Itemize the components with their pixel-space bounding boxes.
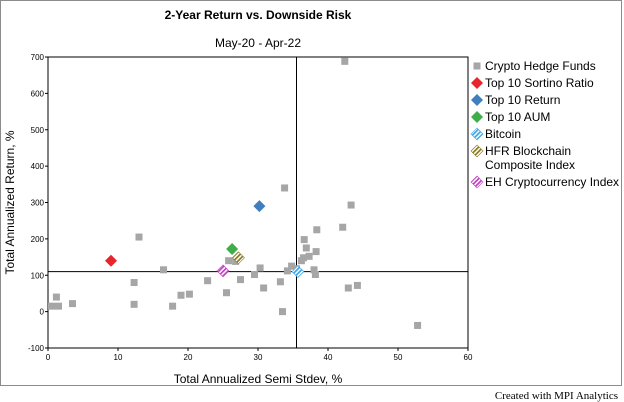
legend-label: Crypto Hedge Funds (485, 59, 596, 73)
data-point (339, 223, 347, 231)
x-tick-label: 60 (464, 353, 473, 362)
legend-marker (471, 111, 483, 123)
legend-label: Top 10 Sortino Ratio (485, 76, 594, 90)
data-point (256, 264, 264, 272)
data-point (279, 308, 286, 316)
data-point (231, 251, 245, 265)
data-point (305, 252, 313, 260)
data-point (291, 265, 305, 279)
y-axis-label: Total Annualized Return, % (3, 130, 17, 274)
data-point (185, 290, 193, 298)
data-point (312, 248, 320, 256)
y-tick-label: 600 (31, 89, 45, 98)
data-point (414, 321, 422, 329)
y-tick-label: 700 (31, 53, 45, 62)
data-point (283, 267, 291, 275)
legend-label: Bitcoin (485, 127, 521, 141)
chart-subtitle: May-20 - Apr-22 (215, 36, 301, 50)
data-point (341, 57, 349, 65)
data-point (260, 284, 268, 292)
x-tick-label: 10 (114, 353, 123, 362)
x-tick-label: 30 (254, 353, 263, 362)
data-point (344, 284, 352, 292)
data-point (105, 254, 117, 267)
data-point (204, 277, 212, 285)
data-point (347, 201, 355, 209)
legend-label: Top 10 AUM (485, 110, 550, 124)
data-point (251, 271, 258, 279)
data-point (281, 184, 289, 192)
y-tick-label: 0 (40, 308, 45, 317)
data-point (288, 262, 296, 270)
data-point (69, 300, 76, 308)
data-point (225, 257, 233, 265)
data-point (135, 233, 143, 241)
credit-label: Created with MPI Analytics (494, 390, 618, 402)
data-point (160, 266, 167, 274)
legend-marker (470, 127, 484, 141)
legend-marker (471, 94, 483, 106)
data-point (52, 293, 60, 301)
data-point (310, 266, 318, 274)
legend-label: HFR Blockchain (485, 144, 571, 158)
data-point (302, 244, 310, 252)
data-point (276, 278, 284, 286)
legend-marker (470, 175, 484, 189)
data-point (177, 291, 185, 299)
data-point (253, 200, 266, 213)
data-point (313, 226, 321, 234)
y-tick-label: -100 (28, 344, 45, 353)
data-point (55, 302, 62, 310)
x-tick-label: 20 (184, 353, 193, 362)
data-point (48, 302, 55, 310)
data-point (311, 271, 319, 279)
legend-label: Top 10 Return (485, 93, 560, 107)
legend-label: Composite Index (485, 158, 575, 172)
chart-frame (0, 0, 622, 386)
data-point (237, 276, 244, 284)
data-point (216, 264, 230, 278)
data-point (226, 243, 239, 256)
y-tick-label: 500 (31, 126, 45, 135)
y-tick-label: 300 (31, 199, 45, 208)
data-point (300, 254, 307, 262)
data-point (232, 257, 240, 265)
data-point (169, 302, 177, 310)
data-point (223, 289, 230, 297)
legend-marker (470, 144, 484, 158)
data-point (130, 279, 138, 287)
chart-title: 2-Year Return vs. Downside Risk (165, 8, 352, 22)
y-tick-label: 400 (31, 162, 45, 171)
x-axis-label: Total Annualized Semi Stdev, % (174, 372, 343, 386)
data-point (130, 300, 138, 308)
legend-label: EH Cryptocurrency Index (485, 175, 619, 189)
x-tick-label: 50 (394, 353, 403, 362)
y-tick-label: 200 (31, 235, 45, 244)
data-point (300, 236, 308, 244)
legend-marker (471, 77, 483, 89)
legend-marker (473, 62, 481, 70)
y-tick-label: 100 (31, 271, 45, 280)
x-tick-label: 0 (46, 353, 51, 362)
x-tick-label: 40 (324, 353, 333, 362)
plot-area (47, 56, 469, 349)
data-point (353, 281, 361, 289)
